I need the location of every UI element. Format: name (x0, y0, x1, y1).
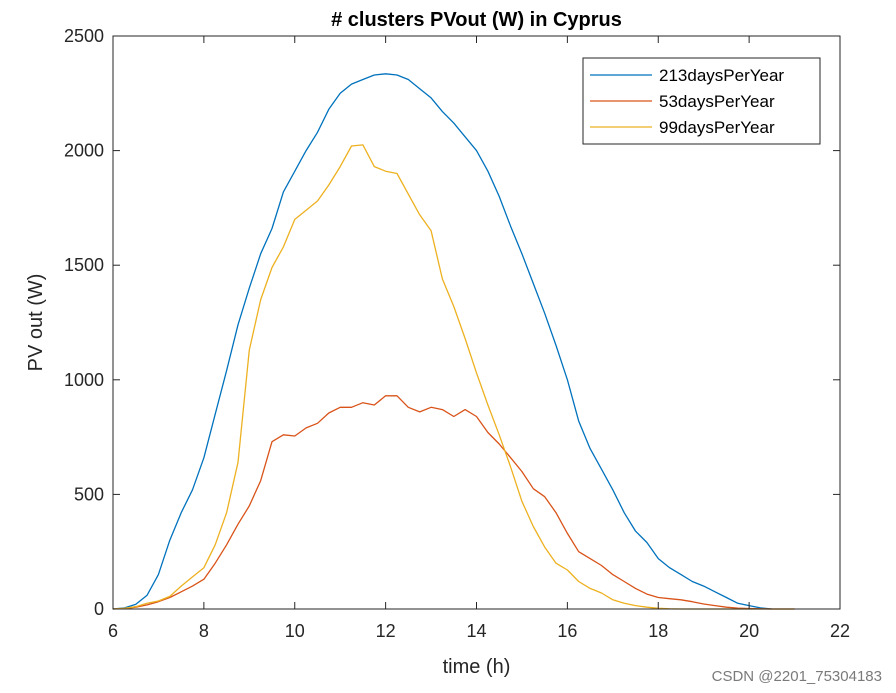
x-tick-label: 8 (199, 621, 209, 641)
y-tick-label: 1500 (64, 255, 104, 275)
y-axis-label: PV out (W) (25, 274, 47, 372)
legend-label: 99daysPerYear (659, 118, 775, 137)
x-axis-ticks: 6 8 10 12 14 16 18 20 22 (108, 36, 850, 641)
chart-title: # clusters PVout (W) in Cyprus (331, 9, 622, 31)
x-tick-label: 14 (466, 621, 486, 641)
legend-label: 53daysPerYear (659, 92, 775, 111)
y-tick-label: 500 (74, 484, 104, 504)
series-line-53daysPerYear (112, 395, 795, 610)
y-tick-label: 2000 (64, 141, 104, 161)
x-tick-label: 6 (108, 621, 118, 641)
y-tick-label: 0 (94, 599, 104, 619)
x-axis-label: time (h) (443, 656, 511, 678)
x-tick-label: 16 (557, 621, 577, 641)
legend: 213daysPerYear 53daysPerYear 99daysPerYear (582, 57, 821, 145)
x-tick-label: 12 (376, 621, 396, 641)
legend-label: 213daysPerYear (659, 66, 784, 85)
y-tick-label: 1000 (64, 370, 104, 390)
x-tick-label: 18 (648, 621, 668, 641)
x-tick-label: 10 (285, 621, 305, 641)
watermark: CSDN @2201_75304183 (711, 668, 882, 685)
x-tick-label: 20 (739, 621, 759, 641)
y-axis-ticks: 0 500 1000 1500 2000 2500 (64, 26, 840, 619)
y-tick-label: 2500 (64, 26, 104, 46)
x-tick-label: 22 (830, 621, 850, 641)
series-line-213daysPerYear (112, 73, 772, 610)
